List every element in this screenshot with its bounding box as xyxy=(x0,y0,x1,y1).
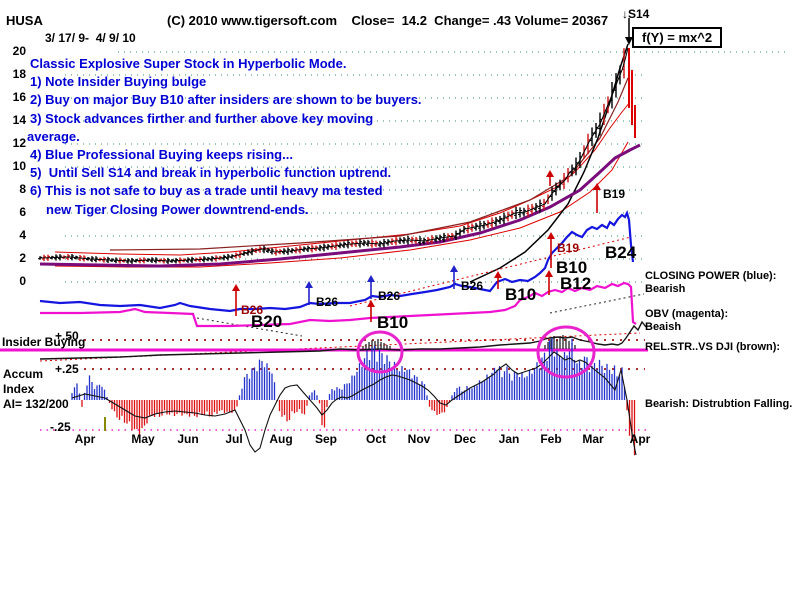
x-tick-11-Mar: Mar xyxy=(582,432,604,446)
hyperbolic-formula-box: f(Y) = mx^2 xyxy=(632,27,723,48)
right-label-3: Beaish xyxy=(645,321,682,333)
x-tick-9-Jan: Jan xyxy=(498,432,520,446)
annotation-line-8: 6) This is not safe to buy as a trade un… xyxy=(30,183,383,199)
annotation-line-9: new Tiger Closing Power downtrend-ends. xyxy=(46,201,309,217)
y-tick-6: 6 xyxy=(19,205,26,219)
signal-label-B26-3: B26 xyxy=(378,289,401,303)
annotation-line-3: 2) Buy on major Buy B10 after insiders a… xyxy=(30,92,422,108)
x-tick-0-Apr: Apr xyxy=(74,432,96,446)
y-tick-8: 8 xyxy=(19,182,26,196)
y-tick-18: 18 xyxy=(12,67,26,81)
signal-label-B26-2: B26 xyxy=(316,295,339,309)
ai-value-label: AI= 132/200 xyxy=(3,397,69,411)
ticker-symbol: HUSA xyxy=(6,13,43,28)
accum-label-1: Accum xyxy=(3,367,44,381)
x-tick-3-Jul: Jul xyxy=(225,432,243,446)
right-label-0: CLOSING POWER (blue): xyxy=(645,270,777,282)
header-info: (C) 2010 www.tigersoft.com Close= 14.2 C… xyxy=(167,13,609,28)
annotation-line-2: 1) Note Insider Buying bulge xyxy=(30,74,207,90)
x-tick-8-Dec: Dec xyxy=(453,432,476,446)
signal-label-B12-9: B12 xyxy=(560,274,592,293)
insider-buying-label: Insider Buying xyxy=(2,335,86,349)
annotation-line-4: 3) Stock advances firther and further ab… xyxy=(30,110,374,126)
x-tick-6-Oct: Oct xyxy=(365,432,386,446)
y-tick-20: 20 xyxy=(12,44,26,58)
y-tick-12: 12 xyxy=(12,136,26,150)
date-range: 3/ 17/ 9- 4/ 9/ 10 xyxy=(45,31,136,45)
right-label-5: Bearish: Distrubtion Falling. xyxy=(645,398,793,410)
scale-plus25: +.25 xyxy=(55,362,79,376)
annotation-line-5: average. xyxy=(27,128,80,144)
sell-signal-s14: ↓S14 xyxy=(622,7,650,21)
signal-label-B19-11: B19 xyxy=(603,187,626,201)
y-tick-14: 14 xyxy=(12,113,26,127)
right-label-1: Bearish xyxy=(645,283,686,295)
right-label-2: OBV (magenta): xyxy=(645,308,729,320)
signal-label-B10-6: B10 xyxy=(505,285,537,304)
accum-label-2: Index xyxy=(3,382,35,396)
signal-label-B20-1: B20 xyxy=(251,312,283,331)
signal-label-B10-4: B10 xyxy=(377,313,409,332)
x-tick-1-May: May xyxy=(131,432,155,446)
signal-label-B19-7: B19 xyxy=(557,241,580,255)
y-tick-4: 4 xyxy=(19,228,26,242)
y-tick-2: 2 xyxy=(19,251,26,265)
x-tick-2-Jun: Jun xyxy=(177,432,199,446)
x-tick-7-Nov: Nov xyxy=(407,432,431,446)
signal-label-B26-5: B26 xyxy=(461,279,484,293)
annotation-line-1: Classic Explosive Super Stock in Hyperbo… xyxy=(30,56,347,71)
annotation-line-7: 5) Until Sell S14 and break in hyperboli… xyxy=(30,165,392,181)
x-tick-10-Feb: Feb xyxy=(540,432,562,446)
annotation-line-6: 4) Blue Professional Buying keeps rising… xyxy=(30,147,293,162)
right-label-4: REL.STR..VS DJI (brown): xyxy=(645,341,781,353)
signal-label-B24-10: B24 xyxy=(605,243,637,262)
y-tick-0: 0 xyxy=(19,274,26,288)
y-tick-16: 16 xyxy=(12,90,26,104)
signal-label-B10-8: B10 xyxy=(556,258,588,277)
scale-minus25: -.25 xyxy=(50,420,71,434)
signal-label-B26-0: B26 xyxy=(241,303,264,317)
x-tick-12-Apr: Apr xyxy=(629,432,651,446)
x-tick-5-Sep: Sep xyxy=(314,432,337,446)
x-tick-4-Aug: Aug xyxy=(269,432,293,446)
y-tick-10: 10 xyxy=(12,159,26,173)
scale-plus50: +.50 xyxy=(55,329,79,343)
